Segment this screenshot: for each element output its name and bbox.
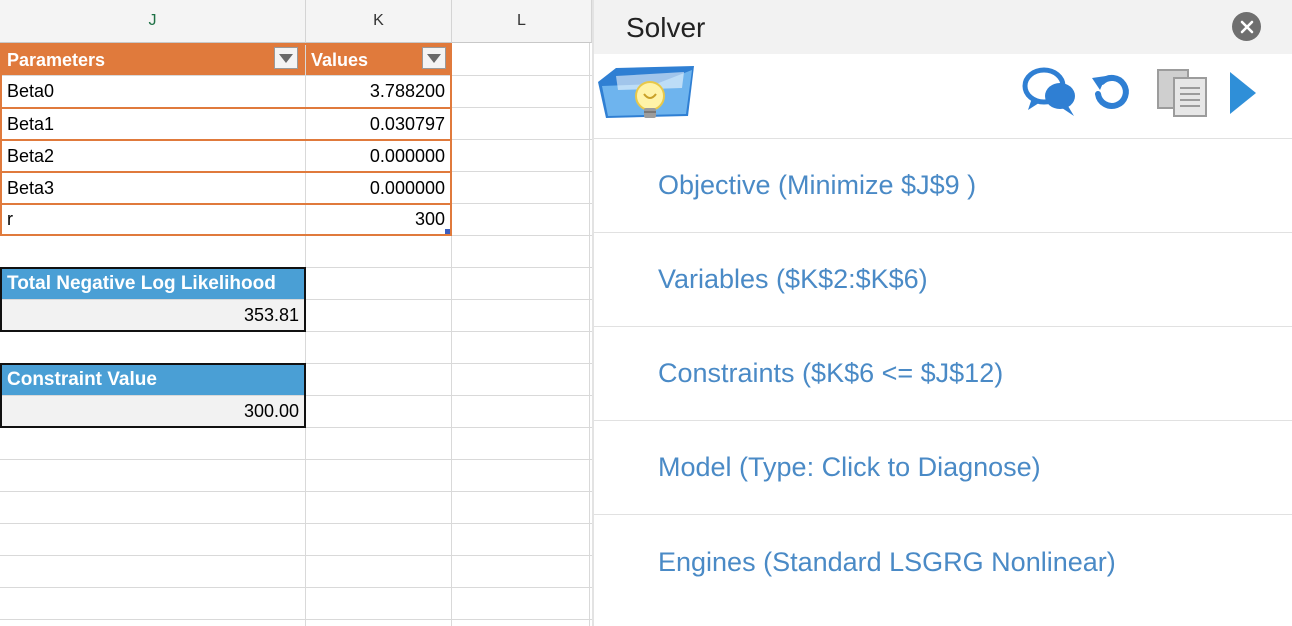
dropdown-arrow-icon — [427, 53, 441, 63]
table-resize-handle[interactable] — [445, 229, 450, 234]
reset-icon[interactable] — [1090, 70, 1134, 119]
close-icon — [1240, 20, 1253, 33]
column-header-j[interactable]: J — [0, 0, 306, 43]
param-name-cell[interactable]: Beta3 — [7, 177, 55, 198]
section-model[interactable]: Model (Type: Click to Diagnose) — [594, 421, 1292, 515]
nll-box — [0, 267, 306, 332]
copy-icon[interactable] — [1154, 66, 1210, 123]
column-header-k[interactable]: K — [306, 0, 452, 43]
column-header-l[interactable]: L — [452, 0, 592, 43]
section-variables[interactable]: Variables ($K$2:$K$6) — [594, 233, 1292, 327]
param-name-cell[interactable]: Beta1 — [7, 113, 55, 134]
header-parameters-label: Parameters — [7, 49, 106, 70]
param-value-cell[interactable]: 3.788200 — [369, 81, 445, 101]
param-name-cell[interactable]: Beta0 — [7, 81, 55, 101]
constraint-box — [0, 363, 306, 428]
play-icon[interactable] — [1228, 70, 1258, 121]
param-name-cell[interactable]: r — [7, 209, 13, 229]
nll-label[interactable]: Total Negative Log Likelihood — [2, 269, 304, 299]
param-value-cell[interactable]: 300 — [414, 209, 445, 229]
dropdown-arrow-icon — [279, 53, 293, 63]
param-value-cell[interactable]: 0.030797 — [369, 113, 445, 134]
spreadsheet: J K L Parameters Values Beta0 3.788200 B… — [0, 0, 592, 626]
header-values-label: Values — [311, 49, 369, 70]
filter-dropdown-values[interactable] — [422, 47, 446, 69]
solver-title: Solver — [626, 12, 706, 43]
header-parameters[interactable]: Parameters — [2, 45, 305, 75]
constraint-label[interactable]: Constraint Value — [2, 365, 304, 395]
lightbulb-folder-icon[interactable] — [596, 58, 700, 129]
parameters-table — [0, 43, 452, 236]
solver-pane: Solver — [592, 0, 1292, 626]
section-objective[interactable]: Objective (Minimize $J$9 ) — [594, 139, 1292, 233]
nll-value[interactable]: 353.81 — [2, 300, 304, 330]
close-button[interactable] — [1232, 12, 1261, 41]
param-value-cell[interactable]: 0.000000 — [369, 177, 445, 198]
constraint-value[interactable]: 300.00 — [2, 396, 304, 426]
chat-bubbles-icon[interactable] — [1022, 64, 1080, 123]
solver-header: Solver — [594, 0, 1292, 54]
param-name-cell[interactable]: Beta2 — [7, 145, 55, 166]
param-value-cell[interactable]: 0.000000 — [369, 145, 445, 166]
filter-dropdown-parameters[interactable] — [274, 47, 298, 69]
section-constraints[interactable]: Constraints ($K$6 <= $J$12) — [594, 327, 1292, 421]
section-engines[interactable]: Engines (Standard LSGRG Nonlinear) — [658, 546, 1116, 577]
